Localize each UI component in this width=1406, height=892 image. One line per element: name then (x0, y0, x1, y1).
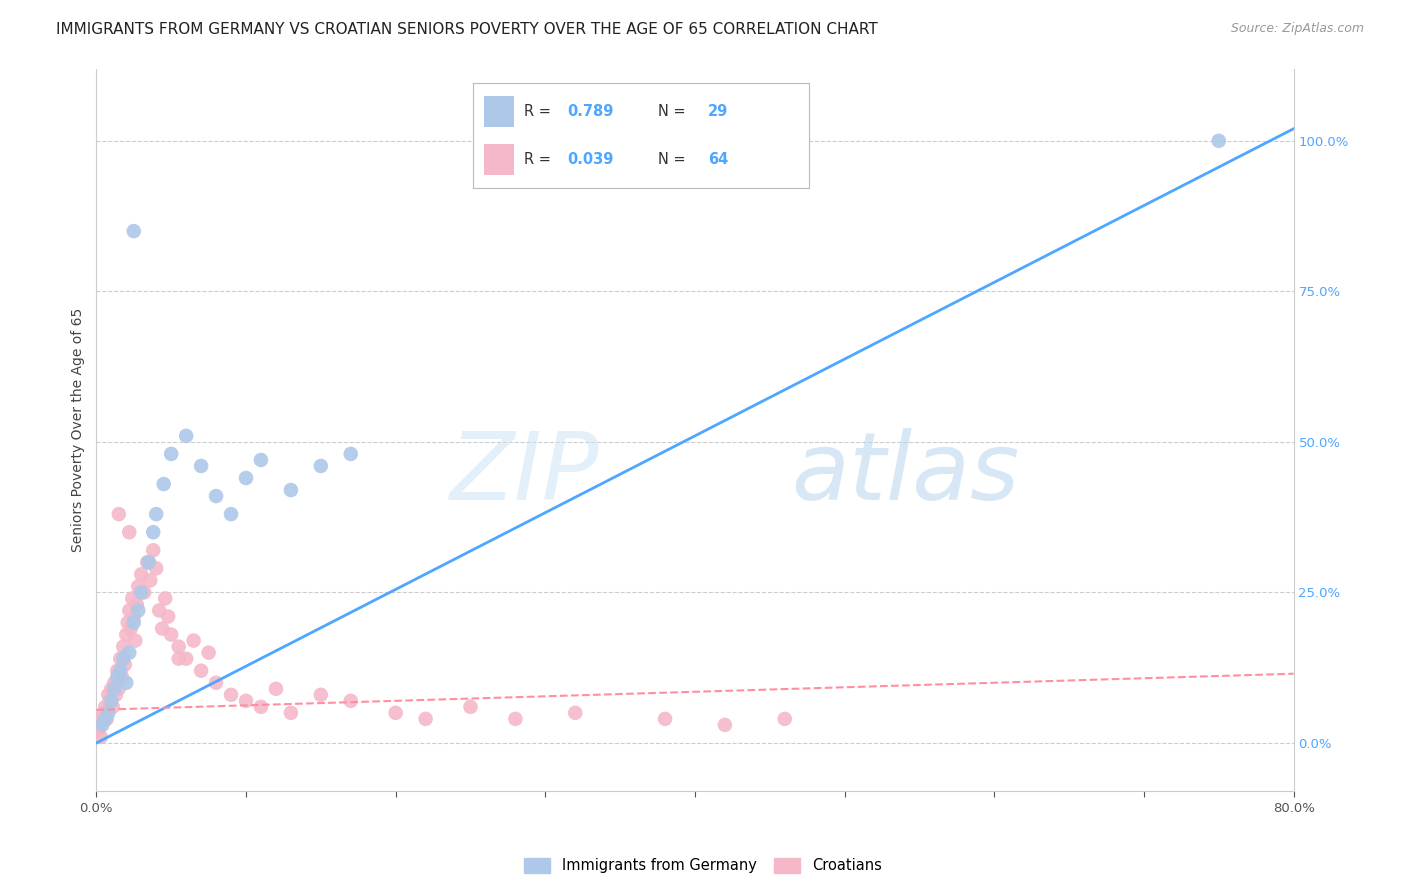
Point (100, 694, 122, 708)
Point (93, 706, 115, 720)
Point (160, 447, 183, 461)
Point (174, 651, 197, 665)
Point (183, 633, 205, 648)
Point (110, 651, 132, 665)
Point (167, 651, 190, 665)
Point (129, 567, 152, 582)
Point (190, 458, 212, 473)
Point (127, 579, 149, 593)
Point (134, 585, 156, 599)
Point (103, 681, 125, 696)
Point (90, 730, 112, 744)
Point (280, 483, 302, 497)
Point (112, 640, 135, 654)
Point (97, 688, 120, 702)
Text: ZIP: ZIP (450, 427, 599, 518)
Point (205, 675, 228, 690)
Point (773, 712, 796, 726)
Point (142, 525, 165, 540)
Point (94, 712, 117, 726)
Point (114, 657, 136, 672)
Point (415, 712, 437, 726)
Text: Source: ZipAtlas.com: Source: ZipAtlas.com (1230, 22, 1364, 36)
Point (122, 609, 145, 624)
Point (309, 688, 332, 702)
Point (118, 646, 141, 660)
Point (120, 622, 142, 636)
Point (91, 718, 114, 732)
Point (124, 633, 146, 648)
Point (101, 699, 124, 714)
Point (117, 615, 139, 630)
Point (96, 712, 118, 726)
Point (1208, 134, 1230, 148)
Point (107, 681, 129, 696)
Point (460, 699, 482, 714)
Point (115, 627, 138, 641)
Point (110, 664, 132, 678)
Point (112, 651, 135, 665)
Point (104, 688, 127, 702)
Point (152, 477, 174, 491)
Point (97, 706, 120, 720)
Text: IMMIGRANTS FROM GERMANY VS CROATIAN SENIORS POVERTY OVER THE AGE OF 65 CORRELATI: IMMIGRANTS FROM GERMANY VS CROATIAN SENI… (56, 22, 877, 37)
Point (136, 555, 159, 569)
Point (105, 664, 128, 678)
Point (121, 591, 143, 606)
Point (197, 646, 219, 660)
Point (91, 712, 114, 726)
Point (138, 555, 160, 569)
Point (145, 561, 167, 575)
Point (190, 664, 212, 678)
Point (138, 555, 160, 569)
Point (118, 603, 141, 617)
Point (125, 598, 148, 612)
Text: atlas: atlas (790, 427, 1019, 518)
Point (127, 603, 149, 617)
Point (309, 458, 332, 473)
Point (174, 429, 197, 443)
Point (564, 706, 586, 720)
Point (714, 718, 737, 732)
Point (250, 699, 273, 714)
Point (160, 627, 183, 641)
Point (118, 525, 141, 540)
Point (384, 706, 406, 720)
Y-axis label: Seniors Poverty Over the Age of 65: Seniors Poverty Over the Age of 65 (72, 308, 86, 552)
Point (235, 694, 257, 708)
Point (122, 224, 145, 238)
Point (250, 453, 273, 467)
Point (111, 670, 134, 684)
Point (157, 609, 180, 624)
Legend: Immigrants from Germany, Croatians: Immigrants from Germany, Croatians (516, 850, 890, 880)
Point (100, 681, 122, 696)
Point (219, 507, 242, 521)
Point (89, 718, 111, 732)
Point (145, 507, 167, 521)
Point (107, 507, 129, 521)
Point (153, 591, 176, 606)
Point (654, 712, 676, 726)
Point (235, 471, 257, 485)
Point (505, 712, 527, 726)
Point (87, 723, 110, 738)
Point (139, 574, 162, 588)
Point (167, 640, 190, 654)
Point (129, 585, 152, 599)
Point (98, 694, 121, 708)
Point (115, 675, 138, 690)
Point (94, 699, 117, 714)
Point (103, 675, 125, 690)
Point (142, 543, 165, 558)
Point (148, 603, 170, 617)
Point (280, 706, 302, 720)
Point (339, 447, 361, 461)
Point (219, 688, 242, 702)
Point (122, 615, 145, 630)
Point (105, 670, 128, 684)
Point (339, 694, 361, 708)
Point (205, 489, 228, 503)
Point (150, 622, 173, 636)
Point (264, 681, 287, 696)
